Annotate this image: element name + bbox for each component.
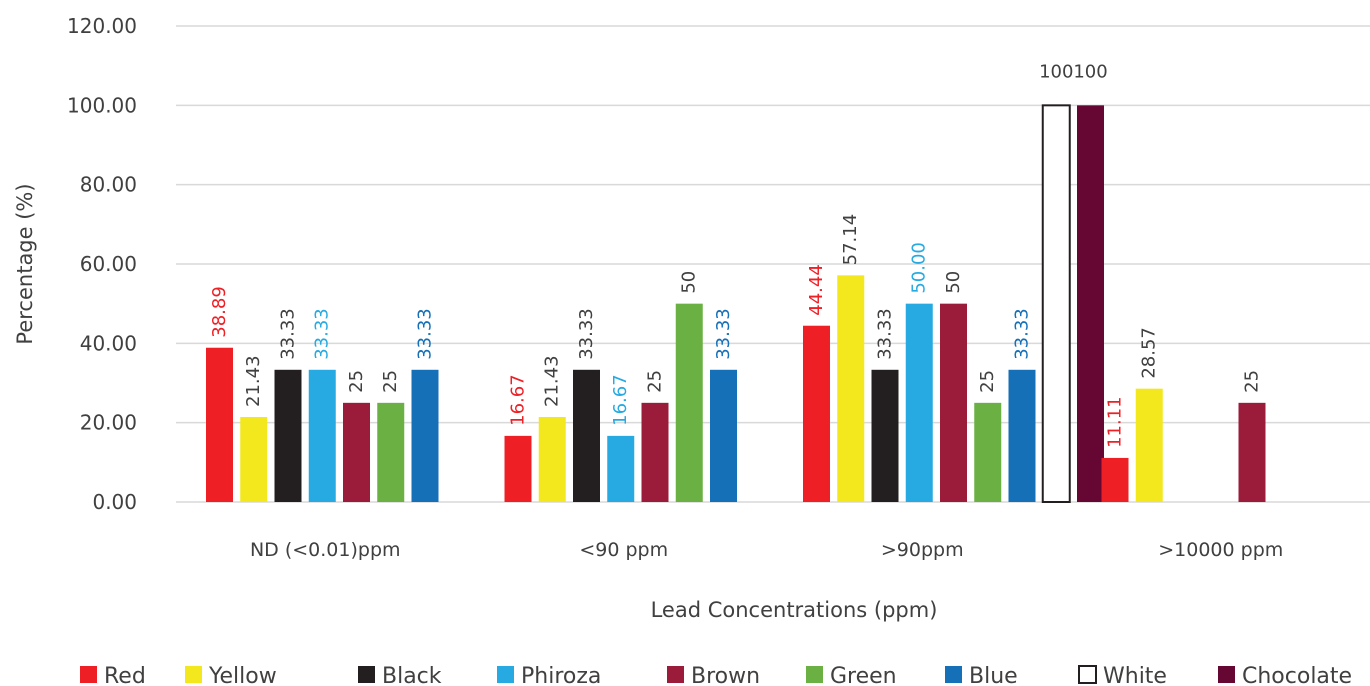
data-label: 25 — [977, 370, 998, 393]
data-label: 16.67 — [610, 374, 631, 426]
data-labels: 38.89 21.43 33.33 33.33 25 25 33.33 16.67 21.43 3… — [209, 61, 1263, 448]
bar-yellow — [240, 416, 268, 502]
y-tick-label: 0.00 — [92, 490, 137, 514]
bar-black — [871, 369, 899, 502]
data-label: 21.43 — [542, 355, 563, 407]
data-label: 33.33 — [713, 308, 734, 360]
legend: Red Yellow Black Phiroza Brown Green Blue White… — [80, 664, 1352, 686]
x-axis-title: Lead Concentrations (ppm) — [651, 598, 938, 622]
bar-blue — [1008, 369, 1036, 502]
bar-blue — [710, 369, 737, 502]
x-tick-label: <90 ppm — [579, 539, 668, 561]
bar-black — [274, 369, 302, 502]
bar-brown — [343, 402, 370, 502]
legend-swatch-green — [806, 666, 823, 683]
bar-red — [803, 325, 830, 502]
data-label: 44.44 — [806, 264, 827, 316]
gridlines — [176, 25, 1370, 503]
data-label: 21.43 — [243, 355, 264, 407]
x-tick-label: ND (<0.01)ppm — [250, 539, 401, 561]
bar-white — [1041, 104, 1071, 503]
bar-chocolate — [1077, 105, 1104, 502]
legend-label-white: White — [1103, 664, 1167, 686]
data-label: 50.00 — [909, 242, 930, 294]
legend-label-brown: Brown — [691, 664, 760, 686]
bar-green — [675, 303, 703, 502]
bar-yellow — [1135, 388, 1163, 502]
bar-phiroza — [308, 369, 336, 502]
data-label: 38.89 — [209, 286, 230, 338]
data-label: 33.33 — [576, 308, 597, 360]
data-label: 25 — [380, 370, 401, 393]
legend-label-black: Black — [382, 664, 442, 686]
bar-yellow — [837, 275, 865, 502]
bar-brown — [1238, 402, 1266, 502]
y-axis-title: Percentage (%) — [13, 183, 37, 344]
data-label: 16.67 — [508, 374, 529, 426]
data-label: 11.11 — [1105, 396, 1126, 448]
bar-yellow — [538, 416, 566, 502]
data-label: 28.57 — [1139, 327, 1160, 379]
data-label: 50 — [679, 271, 700, 294]
legend-swatch-phiroza — [497, 666, 514, 683]
legend-label-red: Red — [104, 664, 146, 686]
y-tick-label: 20.00 — [80, 411, 137, 435]
legend-label-green: Green — [830, 664, 897, 686]
data-label: 25 — [346, 370, 367, 393]
legend-swatch-red — [80, 666, 97, 683]
y-axis-ticks: 0.00 20.00 40.00 60.00 80.00 100.00 120.00 — [67, 14, 137, 514]
data-label: 33.33 — [312, 308, 333, 360]
data-label: 25 — [645, 370, 666, 393]
bar-red — [504, 435, 532, 502]
bar-green — [377, 402, 405, 502]
bars — [206, 104, 1266, 503]
bar-brown — [940, 303, 967, 502]
bar-brown — [641, 402, 669, 502]
data-label: 33.33 — [1012, 308, 1033, 360]
legend-label-blue: Blue — [969, 664, 1018, 686]
legend-swatch-black — [358, 666, 375, 683]
y-tick-label: 100.00 — [67, 93, 137, 117]
bar-green — [974, 402, 1002, 502]
y-tick-label: 80.00 — [80, 173, 137, 197]
legend-swatch-yellow — [185, 666, 202, 683]
y-tick-label: 120.00 — [67, 14, 137, 38]
bar-phiroza — [607, 435, 635, 502]
legend-swatch-white — [1078, 665, 1097, 684]
bar-black — [573, 369, 600, 502]
data-label: 25 — [1242, 370, 1263, 393]
legend-swatch-blue — [945, 666, 962, 683]
legend-swatch-chocolate — [1218, 666, 1235, 683]
bar-blue — [411, 369, 439, 502]
legend-swatch-brown — [667, 666, 684, 683]
bar-red — [206, 347, 233, 502]
bar-phiroza — [905, 303, 933, 502]
data-label: 100 — [1039, 61, 1073, 82]
y-tick-label: 60.00 — [80, 252, 137, 276]
data-label: 50 — [943, 271, 964, 294]
x-tick-label: >90ppm — [881, 539, 964, 561]
data-label: 57.14 — [840, 214, 861, 266]
data-label: 33.33 — [415, 308, 436, 360]
x-axis-categories: ND (<0.01)ppm <90 ppm >90ppm >10000 ppm — [250, 539, 1283, 561]
legend-label-chocolate: Chocolate — [1242, 664, 1352, 686]
legend-label-phiroza: Phiroza — [521, 664, 601, 686]
legend-label-yellow: Yellow — [208, 664, 277, 686]
x-tick-label: >10000 ppm — [1158, 539, 1283, 561]
data-label: 100 — [1073, 61, 1107, 82]
data-label: 33.33 — [875, 308, 896, 360]
bar-red — [1101, 457, 1129, 502]
data-label: 33.33 — [278, 308, 299, 360]
y-tick-label: 40.00 — [80, 331, 137, 355]
